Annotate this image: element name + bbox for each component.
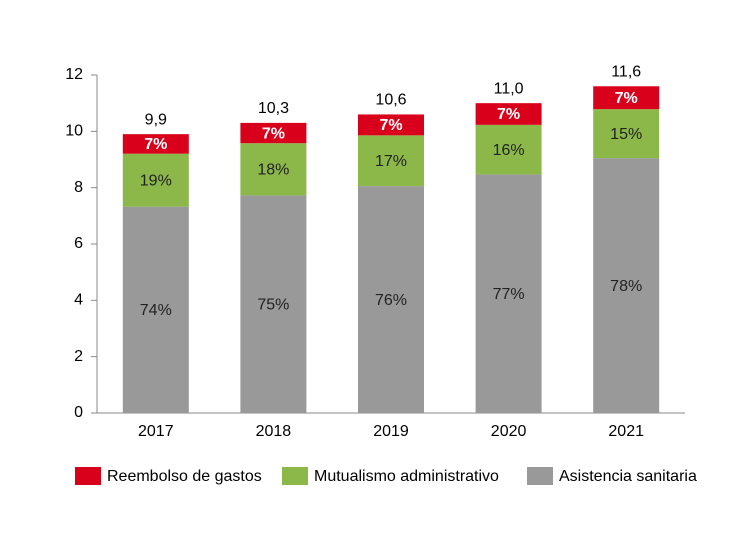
x-tick-label: 2021	[608, 423, 644, 440]
legend-swatch	[75, 467, 101, 485]
y-tick-label: 10	[65, 123, 83, 140]
bar-segment	[358, 114, 424, 136]
bar-segment	[122, 134, 189, 154]
data-label: 75%	[257, 296, 289, 313]
legend-swatch	[527, 467, 553, 485]
legend-label: Reembolso de gastos	[107, 468, 262, 485]
y-tick-label: 4	[74, 292, 83, 309]
data-label: 7%	[379, 117, 402, 134]
y-tick-label: 2	[74, 348, 83, 365]
data-label: 18%	[257, 162, 289, 179]
total-label: 9,9	[145, 111, 167, 128]
data-label: 16%	[493, 142, 525, 159]
x-tick-label: 2020	[491, 423, 527, 440]
total-label: 10,3	[258, 100, 289, 117]
data-label: 7%	[262, 125, 285, 142]
total-label: 11,6	[611, 63, 641, 80]
bar-segment	[240, 122, 307, 144]
bar-segment	[122, 206, 189, 413]
bar-segment	[475, 103, 542, 125]
data-label: 7%	[144, 136, 167, 153]
total-label: 10,6	[375, 92, 406, 109]
x-tick-label: 2019	[373, 423, 409, 440]
y-tick-label: 0	[74, 404, 83, 421]
y-tick-label: 6	[74, 235, 83, 252]
x-tick-label: 2017	[138, 423, 174, 440]
data-label: 77%	[493, 286, 525, 303]
x-tick-label: 2018	[256, 423, 292, 440]
legend-swatch	[282, 467, 308, 485]
data-label: 74%	[140, 302, 172, 319]
bar-segment	[593, 158, 660, 413]
bar-segment	[475, 124, 542, 175]
total-label: 11,0	[494, 80, 524, 97]
data-label: 7%	[615, 90, 638, 107]
data-label: 78%	[610, 278, 642, 295]
legend-label: Asistencia sanitaria	[559, 468, 697, 485]
bar-segment	[240, 195, 307, 413]
y-tick-label: 8	[74, 179, 83, 196]
bar-segment	[122, 153, 189, 207]
data-label: 7%	[497, 106, 520, 123]
data-label: 19%	[140, 172, 172, 189]
bar-segment	[593, 109, 660, 159]
data-label: 76%	[375, 292, 407, 309]
bar-segment	[240, 143, 307, 196]
bar-segment	[358, 186, 424, 413]
bar-segment	[593, 86, 660, 110]
y-tick-label: 12	[65, 66, 83, 83]
data-label: 17%	[375, 153, 407, 170]
legend-label: Mutualismo administrativo	[314, 468, 499, 485]
bar-segment	[475, 174, 542, 413]
bar-segment	[358, 135, 424, 187]
data-label: 15%	[610, 126, 642, 143]
